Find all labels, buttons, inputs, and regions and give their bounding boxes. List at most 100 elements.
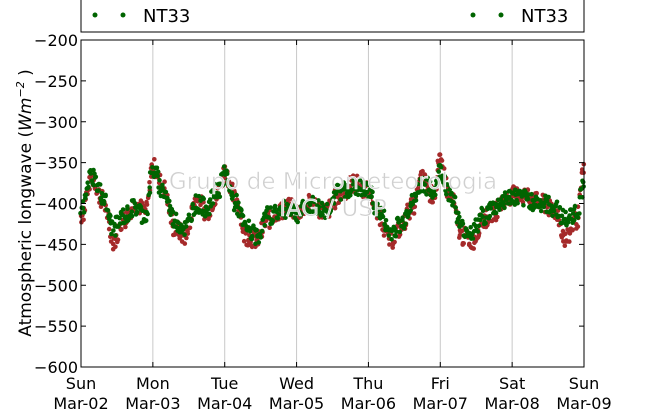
data-point [275,216,281,221]
data-point [190,201,195,207]
data-point [501,201,507,207]
data-point [113,233,118,238]
data-point [117,215,122,221]
x-tick-label-day: Sun [66,374,96,393]
data-point [457,214,462,220]
data-point [293,206,299,212]
data-point [249,233,255,239]
data-point [220,182,226,188]
data-point [155,169,161,174]
data-point [554,199,560,205]
x-tick-label-day: Sat [499,374,525,393]
data-point [85,180,90,185]
y-tick-label: −300 [34,113,78,132]
data-point [563,209,568,215]
data-point [488,206,494,211]
data-point [101,201,107,207]
legend-marker-right-2 [498,12,504,18]
data-point [541,204,547,210]
data-point [354,173,360,179]
x-tick-label-day: Sun [569,374,599,393]
data-point [113,244,118,250]
legend-label-right: NT33 [521,6,568,27]
data-point [210,188,216,193]
data-point [322,215,328,221]
data-point [442,173,448,179]
data-point [487,213,493,219]
data-point [364,189,370,195]
data-point [420,168,425,174]
data-point [324,201,330,207]
legend: NT33 NT33 [80,0,585,33]
watermark-line-1: Grupo de Micrometeorologia [169,169,497,195]
data-point [151,174,157,179]
data-point [295,219,301,225]
data-point [529,191,534,197]
data-point [380,214,386,220]
data-point [210,201,216,206]
data-point [495,214,500,220]
data-point [493,210,499,216]
data-point [572,203,578,209]
data-point [81,217,86,223]
data-point [375,201,380,207]
data-point [205,207,211,212]
data-point [157,177,162,183]
data-point [460,221,466,227]
data-point [320,212,325,217]
data-point [270,218,276,223]
data-point [156,185,161,190]
data-point [430,199,436,205]
data-point [444,192,449,197]
data-point [138,204,144,210]
data-point [86,184,91,190]
data-point [173,224,179,230]
data-point [570,227,575,233]
data-point [580,179,586,185]
data-point [413,198,419,203]
data-point [120,207,126,212]
data-point [393,233,399,239]
data-point [316,198,321,203]
y-axis-label-text: Atmospheric longwave [16,143,36,337]
legend-marker-right-1 [470,12,476,18]
data-point [497,207,502,213]
data-point [239,207,244,213]
data-point [80,205,86,211]
data-point [272,203,278,209]
data-point [302,204,307,209]
y-tick-label: −200 [34,31,78,50]
data-point [462,234,468,240]
data-point [144,202,150,207]
legend-marker-left-2 [120,12,126,18]
series-green [78,163,586,247]
y-tick-label: −400 [34,195,78,214]
data-point [230,194,236,199]
data-point [428,186,434,191]
data-point [207,211,212,217]
data-point [227,184,233,189]
data-point [198,202,203,208]
data-point [369,194,374,200]
data-point [439,158,445,163]
data-point [125,206,130,211]
data-point [394,229,399,234]
data-point [212,181,218,187]
data-point [88,171,93,176]
data-point [312,199,317,205]
data-point [256,240,262,245]
data-point [236,200,241,205]
data-point [476,223,482,229]
data-point [96,188,101,193]
data-point [279,206,285,211]
data-point [217,194,223,199]
data-point [310,194,316,200]
data-point [443,188,448,193]
data-point [167,198,172,204]
svg-text:Atmospheric longwave (W: Atmospheric longwave (Wm−2 ) [14,69,36,337]
data-point [461,241,467,246]
data-point [483,221,488,226]
y-axis-label: Atmospheric longwave (Wm−2 ) [14,69,36,337]
data-point [189,217,194,223]
data-point [383,218,389,223]
